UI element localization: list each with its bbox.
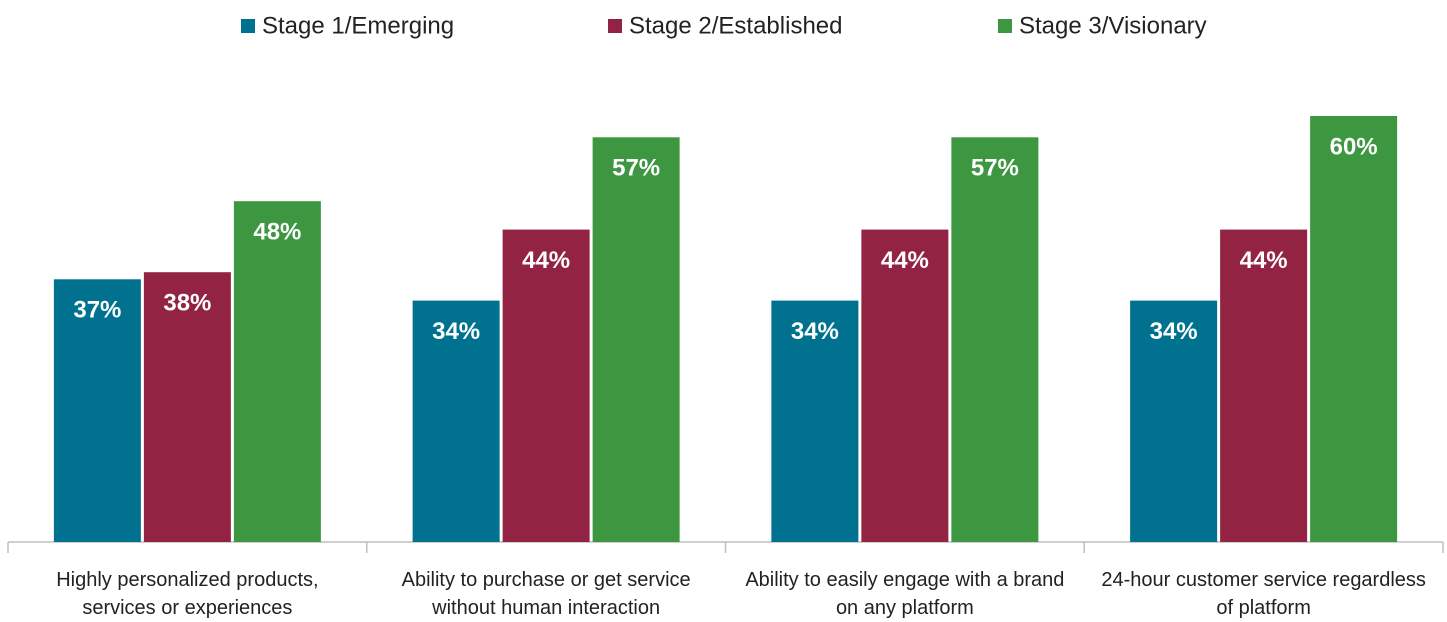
x-tick-label: 24-hour customer service regardless of p… [1101, 569, 1426, 619]
data-label: 34% [432, 318, 480, 345]
legend-swatch [998, 19, 1012, 33]
data-label: 60% [1330, 133, 1378, 160]
bar [771, 300, 859, 542]
data-label: 34% [1150, 318, 1198, 345]
bar [143, 272, 231, 542]
bar [1130, 300, 1218, 542]
bar [502, 229, 590, 542]
data-label: 57% [612, 155, 660, 182]
bar [592, 137, 680, 543]
data-label: 37% [73, 297, 121, 324]
x-tick-label: Ability to easily engage with a brand on… [745, 569, 1065, 619]
bar [861, 229, 949, 542]
bar [951, 137, 1039, 543]
legend-swatch [241, 19, 255, 33]
legend-label: Stage 3/Visionary [1019, 12, 1207, 39]
bar [1310, 116, 1398, 542]
x-tick-label: Ability to purchase or get service witho… [401, 569, 691, 619]
bar [1220, 229, 1308, 542]
data-label: 38% [163, 290, 211, 317]
bar [412, 300, 500, 542]
legend-label: Stage 2/Established [629, 12, 842, 39]
bar [53, 279, 141, 542]
data-label: 44% [1240, 247, 1288, 274]
legend-label: Stage 1/Emerging [262, 12, 454, 39]
bar [233, 201, 321, 542]
data-label: 44% [881, 247, 929, 274]
data-label: 48% [253, 219, 301, 246]
legend-swatch [608, 19, 622, 33]
x-tick-label: Highly personalized products, services o… [56, 569, 319, 619]
data-label: 34% [791, 318, 839, 345]
data-label: 57% [971, 155, 1019, 182]
data-label: 44% [522, 247, 570, 274]
